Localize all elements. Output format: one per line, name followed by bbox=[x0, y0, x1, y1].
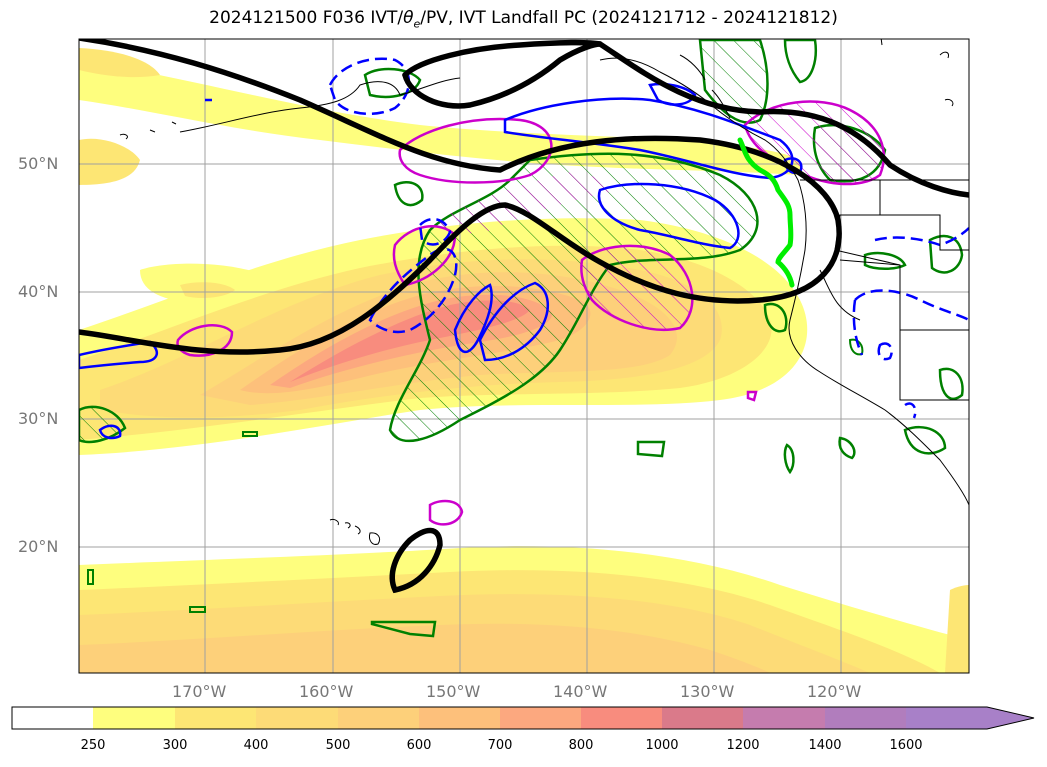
colorbar-tick: 400 bbox=[243, 738, 269, 753]
lat-label-20n: 20°N bbox=[18, 537, 59, 556]
colorbar-tick: 1400 bbox=[808, 738, 842, 753]
colorbar-tick: 600 bbox=[406, 738, 432, 753]
map-frame bbox=[78, 38, 970, 674]
colorbar-tick: 300 bbox=[162, 738, 188, 753]
lon-label-120w: 120°W bbox=[807, 682, 862, 701]
colorbar-tick: 1200 bbox=[726, 738, 760, 753]
lon-label-150w: 150°W bbox=[426, 682, 481, 701]
geopotential-contours bbox=[79, 39, 969, 594]
map-plot-area bbox=[79, 39, 969, 673]
map-title: 2024121500 F036 IVT/θe/PV, IVT Landfall … bbox=[0, 8, 1047, 30]
landfall-line bbox=[737, 137, 795, 288]
ivt-shading bbox=[79, 48, 969, 673]
coastlines bbox=[119, 39, 969, 545]
title-theta: θ bbox=[403, 8, 414, 28]
colorbar-tick: 700 bbox=[487, 738, 513, 753]
lon-label-140w: 140°W bbox=[553, 682, 608, 701]
colorbar bbox=[11, 706, 1035, 730]
landfall-pc-region bbox=[79, 39, 964, 638]
colorbar-tick: 500 bbox=[325, 738, 351, 753]
colorbar-tick: 1000 bbox=[645, 738, 679, 753]
lon-label-170w: 170°W bbox=[172, 682, 227, 701]
colorbar-tick: 800 bbox=[568, 738, 594, 753]
colorbar-tick: 250 bbox=[80, 738, 106, 753]
lat-label-30n: 30°N bbox=[18, 409, 59, 428]
colorbar-tick: 1600 bbox=[889, 738, 923, 753]
lon-label-160w: 160°W bbox=[299, 682, 354, 701]
lat-label-40n: 40°N bbox=[18, 282, 59, 301]
lon-label-130w: 130°W bbox=[680, 682, 735, 701]
title-prefix: 2024121500 F036 IVT/ bbox=[209, 8, 404, 28]
title-suffix: /PV, IVT Landfall PC (2024121712 - 20241… bbox=[420, 8, 838, 28]
lat-label-50n: 50°N bbox=[18, 154, 59, 173]
title-subscript: e bbox=[413, 17, 421, 31]
